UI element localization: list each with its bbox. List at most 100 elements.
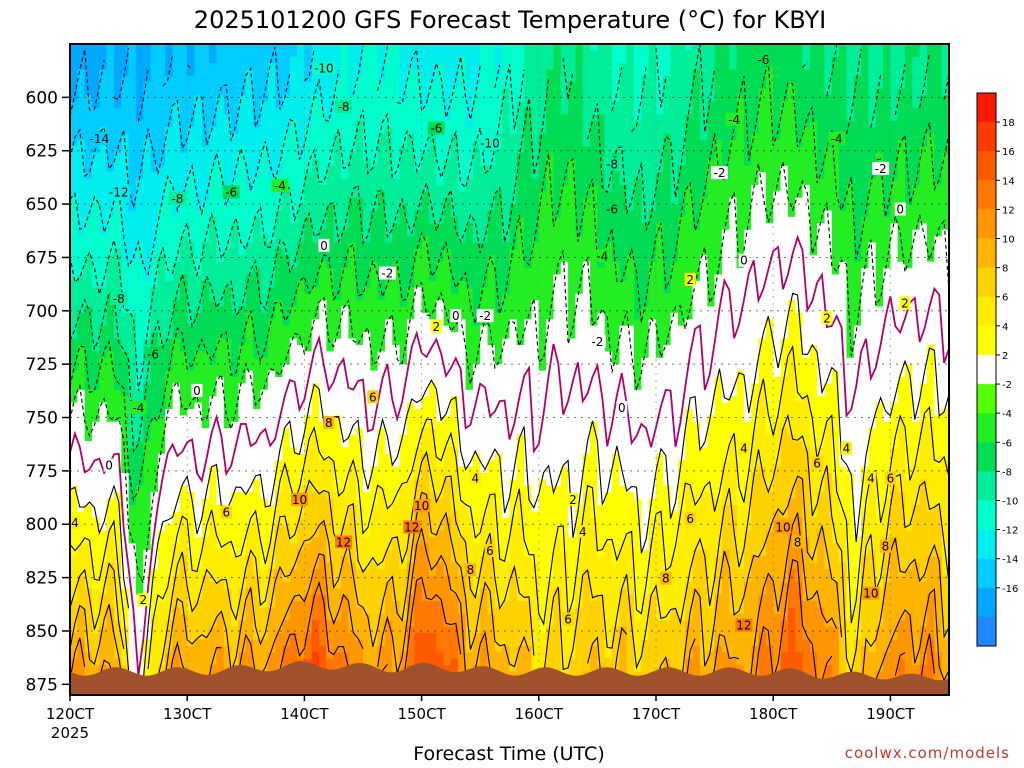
fill-cell: [106, 216, 115, 257]
colorbar-cell: [977, 325, 996, 356]
fill-cell: [612, 453, 621, 564]
fill-cell: [700, 492, 709, 551]
contour-label-bg: [413, 499, 431, 513]
fill-cell: [560, 184, 569, 263]
fill-cell: [612, 261, 621, 365]
contour-line: [70, 161, 949, 585]
fill-cell: [172, 261, 181, 301]
colorbar-label: -10: [1002, 496, 1018, 507]
fill-cell: [883, 652, 892, 695]
fill-cell: [700, 140, 709, 199]
fill-cell: [355, 505, 364, 570]
fill-cell: [575, 607, 584, 695]
fill-cell: [817, 396, 826, 449]
fill-cell: [465, 178, 474, 225]
contour-labels: -14 -12 -8 -6 -4 -10 -8 -6 -10 -8 -6 -4 -6 -4 -2 -2 -8 -6…: [70, 53, 911, 633]
fill-cell: [106, 562, 115, 609]
fill-cell: [99, 44, 108, 71]
fill-cell: [421, 633, 430, 666]
fill-cell: [692, 69, 701, 231]
contour-label: -4: [728, 113, 740, 127]
fill-cell: [868, 428, 877, 474]
fill-cell: [385, 620, 394, 679]
fill-cell: [524, 645, 533, 695]
fill-cell: [436, 44, 445, 64]
contour-label: 0: [193, 384, 201, 398]
fill-cell: [773, 191, 782, 378]
fill-cell: [77, 274, 86, 314]
fill-cell: [377, 613, 386, 647]
fill-cell: [707, 415, 716, 493]
fill-cell: [99, 626, 108, 666]
contour-label: 2: [432, 320, 440, 334]
contour-label-bg: [711, 166, 728, 180]
fill-cell: [172, 101, 181, 218]
fill-cell: [934, 184, 943, 237]
contour-label: -6: [757, 53, 769, 67]
fill-cell: [648, 319, 657, 500]
colorbar-cell: [977, 500, 996, 531]
fill-cell: [187, 645, 196, 679]
fill-cell: [363, 287, 372, 333]
fill-cell: [414, 447, 423, 481]
fill-cell: [648, 210, 657, 263]
fill-cell: [897, 415, 906, 493]
fill-cell: [824, 473, 833, 570]
fill-cell: [99, 562, 108, 596]
fill-cell: [77, 607, 86, 641]
fill-cell: [582, 261, 591, 455]
fill-cell: [597, 114, 606, 269]
fill-cell: [282, 325, 291, 365]
fill-cell: [421, 492, 430, 545]
fill-cell: [648, 261, 657, 321]
contour-label: 2: [686, 273, 694, 287]
fill-cell: [223, 44, 232, 116]
fill-cell: [150, 569, 159, 615]
fill-cell: [106, 293, 115, 353]
fill-cell: [729, 197, 738, 397]
fill-cell: [99, 530, 108, 564]
fill-cell: [685, 479, 694, 583]
colorbar-cell: [977, 587, 996, 618]
fill-cell: [114, 492, 123, 557]
contour-label-bg: [862, 586, 880, 600]
fill-cell: [758, 466, 767, 557]
fill-cell: [319, 261, 328, 301]
fill-cell: [751, 556, 760, 647]
fill-cell: [868, 242, 877, 429]
fill-cell: [77, 312, 86, 346]
fill-cell: [311, 383, 320, 436]
x-tick-label: 150CT: [397, 705, 446, 723]
fill-cell: [326, 204, 335, 269]
fill-cell: [194, 274, 203, 314]
contour-label-bg: [774, 520, 792, 534]
fill-cell: [751, 44, 760, 135]
fill-cell: [172, 511, 181, 545]
colorbar-cell: [977, 267, 996, 298]
fill-cell: [663, 575, 672, 622]
fill-cell: [516, 216, 525, 346]
contour-label: 12: [736, 619, 751, 633]
fill-cell: [802, 44, 811, 71]
fill-cell: [201, 498, 210, 538]
fill-cell: [700, 447, 709, 493]
fill-cell: [428, 383, 437, 429]
contour-label: -2: [381, 267, 393, 281]
y-tick-label: 800: [26, 515, 58, 535]
fill-cell: [494, 312, 503, 365]
fill-cell: [480, 517, 489, 557]
contour-label-bg: [318, 238, 330, 252]
fill-cell: [721, 402, 730, 461]
contour-label-bg: [335, 100, 352, 113]
fill-cell: [597, 44, 606, 116]
fill-cell: [692, 505, 701, 551]
fill-cell: [465, 466, 474, 513]
fill-cell: [201, 351, 210, 429]
x-tick-label: 130CT: [163, 705, 212, 723]
contour-label: 10: [414, 499, 429, 513]
fill-cell: [568, 82, 577, 160]
contour-label: 6: [564, 612, 572, 626]
fill-cell: [780, 517, 789, 583]
fill-cell: [99, 325, 108, 359]
fill-cell: [267, 569, 276, 609]
